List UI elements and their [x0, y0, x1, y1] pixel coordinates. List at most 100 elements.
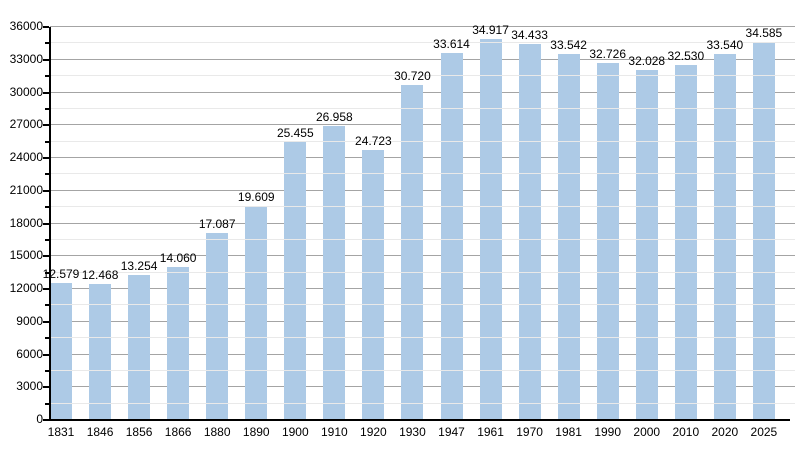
bar-value-label: 33.540 [706, 37, 744, 52]
y-axis-tick-label: 9000 [16, 313, 43, 328]
bar-1856 [128, 275, 151, 420]
x-axis-label-1981: 1981 [555, 425, 582, 439]
bar-1947 [440, 53, 463, 420]
bar-value-label: 34.917 [472, 22, 509, 37]
bar-value-label: 19.609 [237, 189, 275, 204]
x-axis-label-1990: 1990 [594, 425, 622, 439]
y-major-tick [43, 157, 49, 159]
x-axis-label-1890: 1890 [242, 425, 270, 439]
bar-1981 [557, 53, 580, 420]
bar-2010 [674, 64, 697, 420]
y-axis-tick-label: 0 [36, 412, 43, 426]
x-axis-label-2010: 2010 [672, 425, 700, 439]
bar-2025 [752, 42, 775, 420]
y-major-tick [43, 320, 49, 323]
y-minor-tick [45, 369, 49, 372]
y-axis-tick-label: 18000 [9, 215, 43, 230]
bar-value-label: 34.585 [745, 26, 783, 41]
bar-1920 [362, 150, 385, 420]
bar-value-label: 26.958 [315, 109, 353, 124]
y-minor-tick [45, 238, 49, 241]
y-axis-tick-label: 24000 [9, 150, 43, 164]
y-axis-tick-label: 36000 [9, 19, 43, 33]
x-axis-label-1880: 1880 [203, 425, 231, 439]
x-axis-label-1846: 1846 [86, 425, 114, 439]
bar-value-label: 17.087 [198, 217, 236, 232]
x-axis-label-2020: 2020 [711, 425, 739, 439]
minor-gridline [50, 271, 795, 273]
y-major-tick [43, 255, 49, 258]
bar-value-label: 14.060 [159, 250, 197, 265]
bar-value-label: 32.726 [589, 46, 627, 61]
minor-gridline [50, 173, 795, 175]
bar-value-label: 25.455 [276, 126, 314, 141]
y-minor-tick [45, 304, 49, 307]
y-major-tick [43, 124, 49, 127]
x-axis-label-1970: 1970 [516, 425, 543, 439]
x-axis-label-1930: 1930 [399, 425, 426, 439]
y-minor-tick [45, 75, 49, 78]
x-axis-label-1910: 1910 [320, 425, 348, 439]
bar-value-label: 12.468 [81, 267, 119, 282]
x-axis-label-1920: 1920 [360, 425, 387, 439]
plot-area: 12.579 12.468 13.254 14.060 17.087 19.609 25.4… [43, 23, 795, 420]
minor-gridline [50, 140, 795, 142]
minor-gridline [50, 369, 795, 371]
y-axis-tick-label: 15000 [9, 248, 43, 263]
y-major-tick [43, 58, 49, 61]
x-axis-label-1961: 1961 [477, 425, 504, 439]
bar-1890 [245, 205, 268, 420]
bar-1900 [284, 142, 307, 420]
y-minor-tick [45, 140, 49, 143]
minor-gridline [50, 206, 795, 208]
bar-2020 [713, 53, 736, 420]
y-axis-line [49, 27, 51, 421]
minor-gridline [50, 304, 795, 306]
bar-1970 [518, 44, 541, 420]
minor-gridline [50, 337, 795, 339]
bar-value-label: 33.542 [550, 37, 587, 52]
y-major-tick [43, 222, 49, 225]
bar-value-label: 12.579 [42, 266, 80, 281]
y-axis-tick-label: 21000 [9, 182, 43, 197]
y-major-tick [43, 189, 49, 192]
y-minor-tick [45, 206, 49, 209]
y-axis-tick-label: 6000 [16, 346, 43, 361]
minor-gridline [50, 75, 795, 77]
y-major-tick [43, 91, 49, 94]
minor-gridline [50, 238, 795, 240]
bar-value-label: 32.530 [667, 48, 705, 63]
minor-gridline [50, 402, 795, 404]
y-axis-tick-label: 33000 [9, 51, 43, 66]
bar-value-label: 34.433 [511, 28, 548, 43]
y-major-tick [43, 353, 49, 356]
y-minor-tick [45, 42, 49, 45]
major-gridline [50, 58, 795, 60]
x-axis-label-1947: 1947 [438, 425, 465, 439]
y-major-tick [43, 386, 49, 389]
bar-1831 [50, 282, 72, 420]
x-axis-label-2025: 2025 [750, 425, 778, 439]
y-minor-tick [45, 402, 49, 405]
bar-1990 [596, 62, 619, 420]
y-axis-tick-label: 27000 [9, 117, 43, 132]
bar-value-label: 33.614 [433, 37, 470, 52]
y-axis-tick-label: 3000 [16, 379, 43, 394]
bar-1961 [479, 38, 502, 420]
y-axis-tick-label: 12000 [9, 281, 43, 295]
x-axis-label-1856: 1856 [125, 425, 153, 439]
bar-value-label: 13.254 [120, 259, 158, 274]
bar-value-label: 30.720 [394, 68, 431, 83]
x-axis-label-1831: 1831 [47, 425, 75, 439]
y-minor-tick [45, 337, 49, 340]
bar-1930 [401, 84, 424, 420]
bar-1910 [323, 125, 346, 420]
bar-2000 [635, 70, 658, 420]
bar-1846 [89, 283, 112, 420]
x-axis-label-2000: 2000 [633, 425, 661, 439]
y-major-tick [43, 26, 49, 28]
x-axis-label-1866: 1866 [164, 425, 192, 439]
y-major-tick [43, 419, 49, 421]
y-axis-tick-label: 30000 [9, 84, 43, 99]
